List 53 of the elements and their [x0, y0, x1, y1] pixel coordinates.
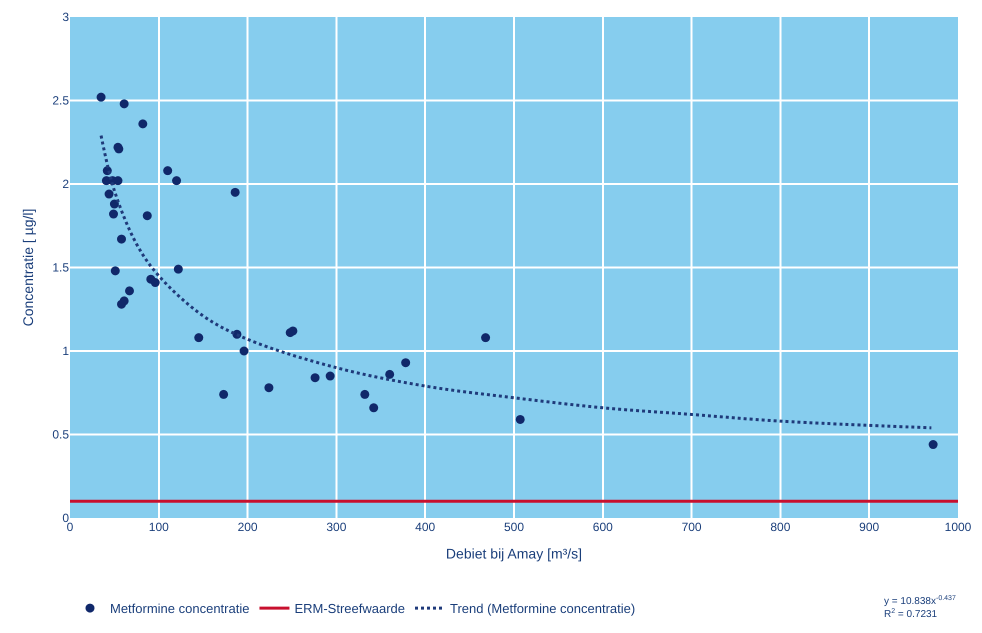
point — [401, 358, 410, 368]
legend-label: Trend (Metformine concentratie) — [450, 601, 636, 616]
y-tick-label: 1.5 — [52, 260, 70, 275]
point — [109, 210, 118, 219]
point — [310, 373, 320, 382]
x-tick-label: 700 — [682, 520, 702, 534]
y-tick-label: 0.5 — [52, 428, 70, 442]
point — [326, 372, 335, 381]
point — [360, 390, 370, 399]
y-tick-label: 2 — [62, 177, 70, 192]
point — [163, 166, 172, 176]
x-tick-label: 800 — [770, 520, 791, 534]
point — [110, 266, 120, 276]
point — [219, 390, 228, 399]
y-tick-label: 1 — [62, 344, 70, 358]
point — [172, 176, 182, 186]
legend-label: Metformine concentratie — [110, 601, 250, 616]
point — [481, 333, 490, 342]
line-series — [100, 134, 933, 430]
point — [150, 278, 160, 288]
text: y = 10.838x$^{-0.437}$ R$^{2}$ = 0.7231 — [884, 595, 956, 620]
point — [240, 346, 249, 356]
point — [928, 440, 938, 450]
point — [117, 300, 126, 309]
point — [104, 190, 114, 199]
x-tick-label: 1000 — [944, 520, 972, 534]
point — [96, 92, 106, 102]
point — [194, 333, 204, 342]
x-tick-label: 100 — [148, 520, 170, 534]
point — [110, 200, 119, 209]
point — [117, 234, 126, 244]
y-tick-label: 2.5 — [52, 94, 70, 108]
point — [174, 264, 183, 274]
point — [516, 414, 525, 424]
x-tick-label: 600 — [592, 520, 614, 534]
x-tick-label: 900 — [859, 520, 880, 534]
point — [288, 326, 298, 336]
point — [142, 211, 152, 220]
x-tick-label: 400 — [415, 520, 436, 534]
point — [125, 286, 134, 296]
x-tick-label: 300 — [326, 520, 347, 534]
y-axis-title: Concentratie [ µg/l] — [20, 208, 36, 326]
point — [369, 403, 378, 412]
point — [230, 188, 240, 197]
point — [120, 99, 129, 108]
legend-label: ERM-Streefwaarde — [294, 601, 405, 616]
y-tick-label: 3 — [62, 10, 70, 24]
point — [138, 119, 148, 128]
x-tick-label: 200 — [238, 520, 258, 534]
x-tick-label: 500 — [504, 520, 524, 534]
point — [385, 370, 394, 379]
point — [264, 383, 274, 392]
x-axis-title: Debiet bij Amay [m³/s] — [446, 545, 582, 562]
